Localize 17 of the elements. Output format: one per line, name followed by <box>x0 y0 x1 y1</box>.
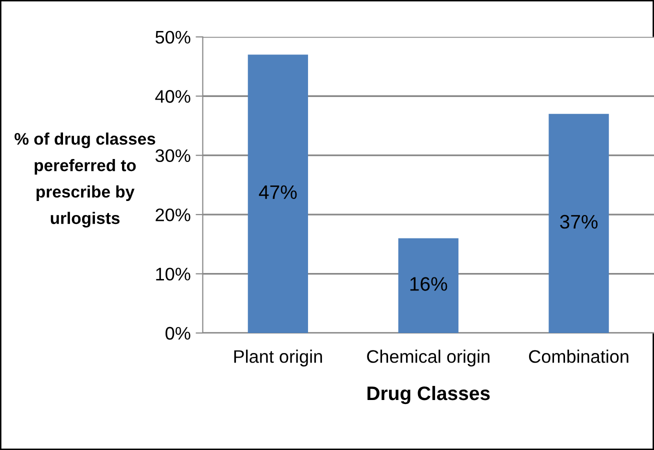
x-tick-label: Plant origin <box>234 350 322 366</box>
y-tick-label: 0% <box>166 326 190 340</box>
y-tick-label: 10% <box>156 268 190 280</box>
bar <box>548 114 609 333</box>
data-label: 16% <box>410 277 448 291</box>
x-axis-title: Drug Classes <box>368 386 490 404</box>
data-label: 37% <box>560 214 598 229</box>
y-tick-label: 20% <box>156 208 190 222</box>
y-tick-label: 40% <box>155 90 190 103</box>
bar <box>248 54 308 333</box>
data-label: 47% <box>258 185 297 199</box>
x-tick-label: Combination <box>529 350 628 363</box>
bar <box>398 238 458 333</box>
x-tick-label: Chemical origin <box>367 350 490 366</box>
y-tick-label: 50% <box>156 30 190 44</box>
y-tick-label: 30% <box>155 149 190 162</box>
y-axis-title: % of drug classes pereferred to prescribe by urlogists <box>14 132 156 228</box>
